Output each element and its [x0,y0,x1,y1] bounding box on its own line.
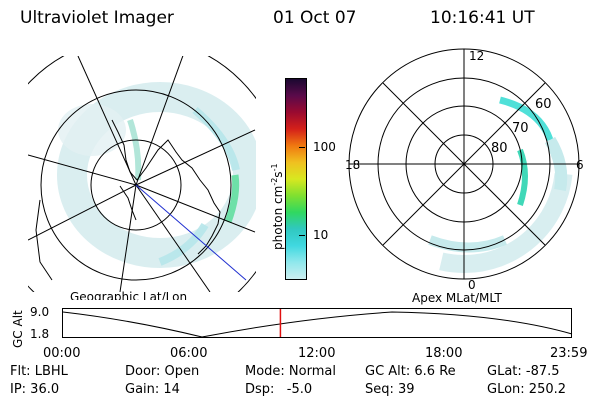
status-glat: GLat: -87.5 [487,364,560,379]
status-mode: Mode: Normal [245,364,336,379]
mlt-label-18: 18 [345,158,360,172]
timeline-xtick-0: 00:00 [43,346,81,361]
mlt-label-12: 12 [469,49,484,63]
colorbar-unit-photon: photon cm [271,185,285,250]
colorbar [285,78,307,280]
colorbar-unit-s: s [271,171,285,178]
header-title: Ultraviolet Imager [20,8,174,28]
colorbar-tick-10: 10 [313,228,329,242]
timeline-xtick-1: 06:00 [170,346,208,361]
status-gc-alt: GC Alt: 6.6 Re [365,364,456,379]
status-dsp: Dsp: -5.0 [245,382,313,397]
timeline-ytick-top: 9.0 [30,305,50,319]
colorbar-tick-100: 100 [313,140,336,154]
status-flt: Flt: LBHL [10,364,68,379]
timeline-ylabel-text: GC Alt [11,310,25,348]
colorbar-unit-sup2: -1 [270,163,279,172]
timeline-ytick-bottom: 1.8 [30,327,50,341]
timeline-frame [62,308,572,338]
colorbar-tick-mark-10 [299,235,305,236]
status-door: Door: Open [125,364,200,379]
timeline-xtick-3: 18:00 [425,346,463,361]
magnetic-polar-map: 12 18 6 0 60 70 80 Apex MLat/MLT [345,48,584,305]
timeline-xtick-2: 12:00 [298,346,336,361]
status-glon: GLon: 250.2 [487,382,567,397]
status-gain: Gain: 14 [125,382,180,397]
geographic-map: Geographic Lat/Lon [28,56,256,300]
header-time: 10:16:41 UT [430,8,535,28]
mlt-label-0: 0 [468,278,476,292]
mlat-label-70: 70 [512,121,529,136]
colorbar-gradient [286,79,306,279]
timeline-ylabel: GC Alt [11,310,25,348]
mlat-label-80: 80 [491,141,508,156]
colorbar-unit-label: photon cm-2s-1 [270,163,285,250]
timeline-plot [62,308,573,338]
status-seq: Seq: 39 [365,382,415,397]
mlat-label-60: 60 [535,97,552,112]
geo-panel-label: Geographic Lat/Lon [70,290,187,300]
header-date: 01 Oct 07 [273,8,357,28]
mag-panel-label: Apex MLat/MLT [412,291,502,305]
aurora-geo [28,56,256,292]
colorbar-tick-mark-100 [299,147,305,148]
colorbar-unit-sup1: -2 [270,177,279,186]
timeline-altitude-curve [62,311,573,338]
status-ip: IP: 36.0 [10,382,60,397]
mlt-label-6: 6 [576,158,584,172]
timeline-xtick-4: 23:59 [550,346,588,361]
